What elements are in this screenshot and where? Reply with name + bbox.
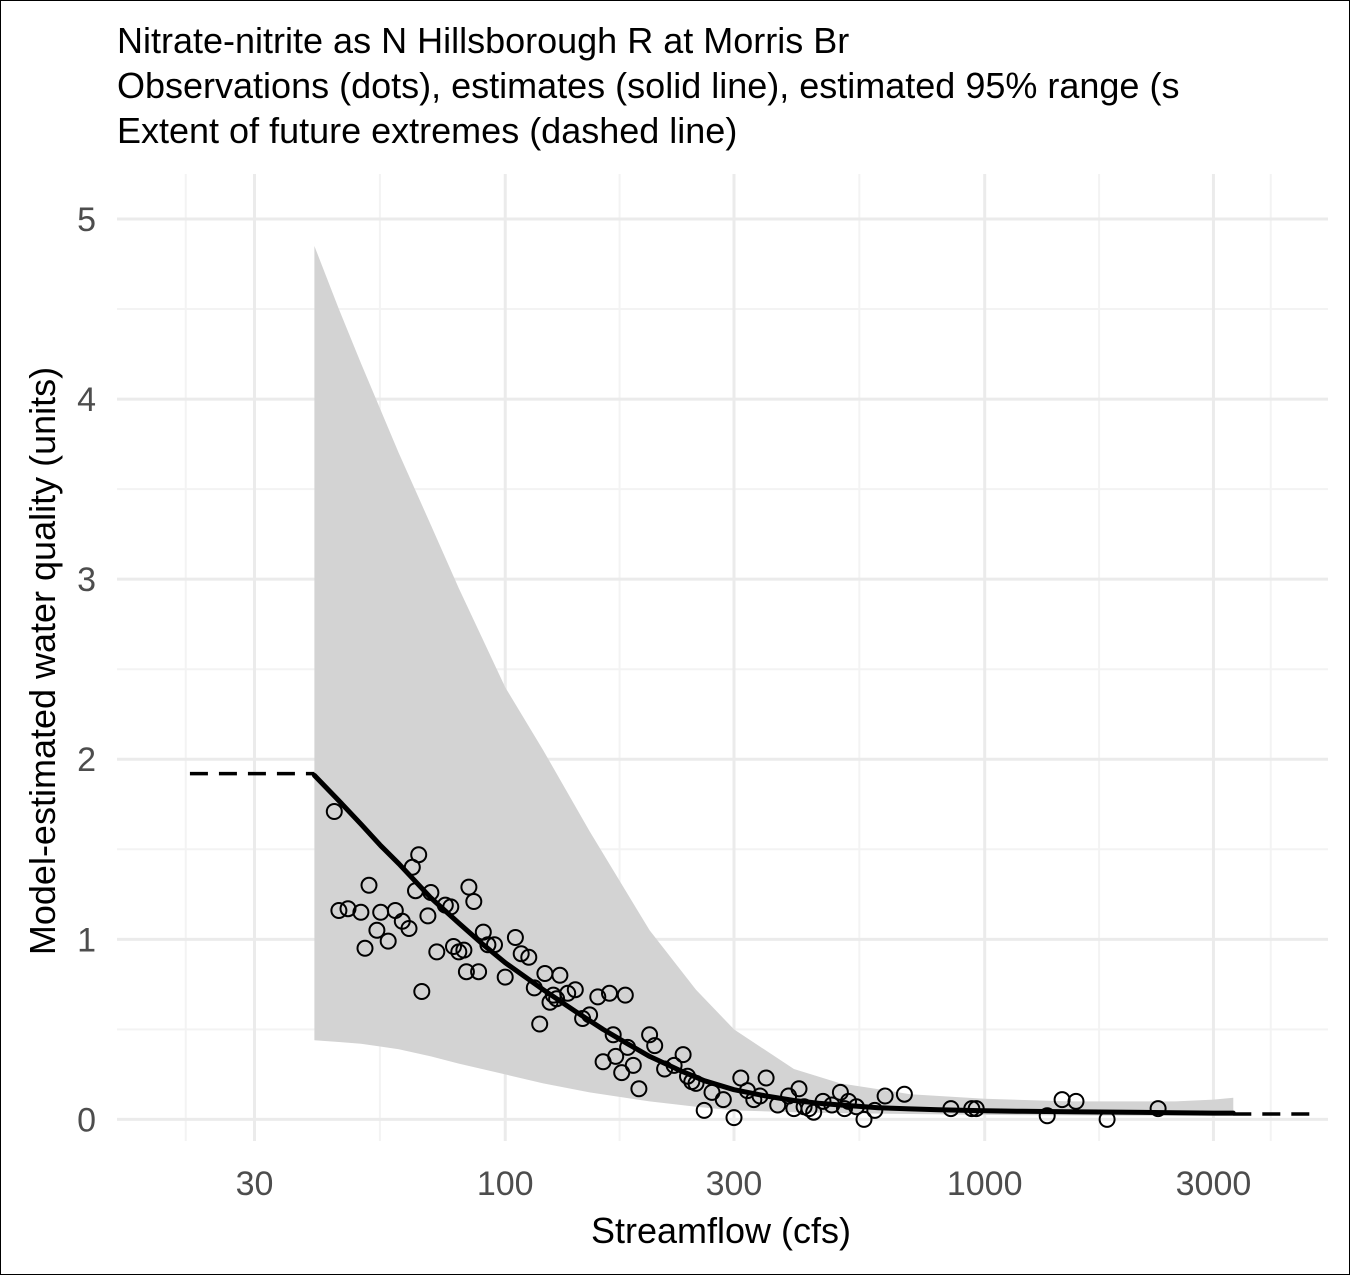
y-tick-label: 1 — [77, 921, 96, 959]
ci-band-95 — [314, 246, 1234, 1116]
y-tick-label: 3 — [77, 561, 96, 599]
observation-point — [455, 941, 473, 959]
observation-point — [714, 1091, 732, 1109]
observation-point — [656, 1060, 674, 1078]
x-tick-label: 100 — [477, 1165, 534, 1203]
y-tick-label: 4 — [77, 381, 96, 419]
observation-point — [410, 846, 428, 864]
observation-point — [551, 966, 569, 984]
observation-point — [725, 1109, 743, 1127]
observation-point — [674, 1046, 692, 1064]
observation-point — [630, 1080, 648, 1098]
observation-point — [428, 943, 446, 961]
observation-points — [325, 803, 1167, 1128]
observation-point — [339, 900, 357, 918]
observation-point — [419, 907, 437, 925]
title-line-1: Nitrate-nitrite as N Hillsborough R at M… — [117, 20, 849, 61]
observation-point — [442, 898, 460, 916]
x-tick-label: 1000 — [947, 1165, 1023, 1203]
estimate-line — [311, 772, 1236, 1116]
observation-point — [641, 1026, 659, 1044]
x-tick-label: 3000 — [1176, 1165, 1252, 1203]
observation-point — [581, 1006, 599, 1024]
observation-point — [855, 1110, 873, 1128]
x-tick-label: 30 — [236, 1165, 274, 1203]
observation-point — [486, 936, 503, 954]
observation-point — [769, 1096, 787, 1114]
observation-point — [465, 893, 483, 910]
observation-point — [531, 1015, 549, 1033]
observation-point — [695, 1101, 713, 1119]
future-extremes-layer — [189, 771, 1316, 1116]
observation-point — [520, 948, 538, 966]
observation-point — [619, 1038, 637, 1056]
estimate-line-layer — [311, 772, 1236, 1116]
observation-point — [751, 1087, 769, 1105]
observation-point — [963, 1100, 981, 1118]
y-tick-label: 5 — [77, 201, 96, 239]
observation-point — [589, 988, 607, 1006]
observation-point — [646, 1037, 664, 1055]
y-tick-label: 0 — [77, 1101, 96, 1139]
observation-point — [1067, 1092, 1085, 1110]
observation-point — [624, 1056, 642, 1074]
observation-point — [368, 921, 386, 939]
observation-point — [790, 1080, 808, 1098]
observation-point — [1149, 1100, 1167, 1118]
observation-point — [823, 1096, 841, 1114]
observation-point — [665, 1056, 683, 1074]
observation-point — [687, 1074, 705, 1092]
observation-point — [352, 903, 370, 921]
observation-point — [616, 986, 634, 1004]
observation-point — [967, 1100, 985, 1118]
observation-point — [400, 920, 418, 937]
title-line-2: Observations (dots), estimates (solid li… — [117, 65, 1179, 106]
observation-point — [379, 932, 397, 950]
observation-point — [496, 968, 514, 986]
x-tick-label: 300 — [706, 1165, 763, 1203]
observation-point — [445, 938, 462, 955]
axis-tick-labels: 30 100 300 1000 3000 0 1 2 3 4 5 — [77, 201, 1251, 1203]
y-axis-title: Model-estimated water quality (units) — [22, 367, 63, 955]
observation-point — [548, 990, 566, 1008]
observation-point — [525, 979, 543, 997]
observation-point — [422, 884, 440, 901]
observation-point — [757, 1069, 775, 1087]
observation-point — [413, 983, 431, 1000]
x-axis-title: Streamflow (cfs) — [591, 1210, 851, 1251]
observation-point — [1038, 1107, 1056, 1125]
observation-point — [942, 1100, 960, 1118]
observation-point — [360, 876, 378, 894]
observation-point — [895, 1085, 913, 1103]
y-tick-label: 2 — [77, 741, 96, 779]
observation-point — [457, 963, 475, 981]
observation-point — [330, 902, 348, 919]
observation-point — [876, 1087, 894, 1105]
observation-point — [566, 981, 584, 999]
observation-point — [866, 1101, 884, 1119]
grid-lines — [117, 174, 1328, 1141]
observation-point — [1098, 1110, 1116, 1128]
observation-point — [325, 803, 343, 820]
ci-band-layer — [314, 246, 1234, 1116]
observation-point — [506, 929, 524, 946]
observation-point — [479, 936, 497, 954]
observation-point — [559, 984, 577, 1002]
observation-point — [356, 939, 374, 957]
observation-point — [805, 1103, 823, 1121]
observation-point — [847, 1098, 865, 1116]
observation-point — [800, 1100, 818, 1118]
observation-point — [604, 1026, 622, 1044]
chart-title: Nitrate-nitrite as N Hillsborough R at M… — [117, 20, 1179, 151]
observation-point — [512, 945, 530, 963]
observation-point — [814, 1092, 832, 1110]
observation-point — [607, 1047, 625, 1065]
observation-point — [470, 963, 488, 981]
title-line-3: Extent of future extremes (dashed line) — [117, 110, 737, 151]
